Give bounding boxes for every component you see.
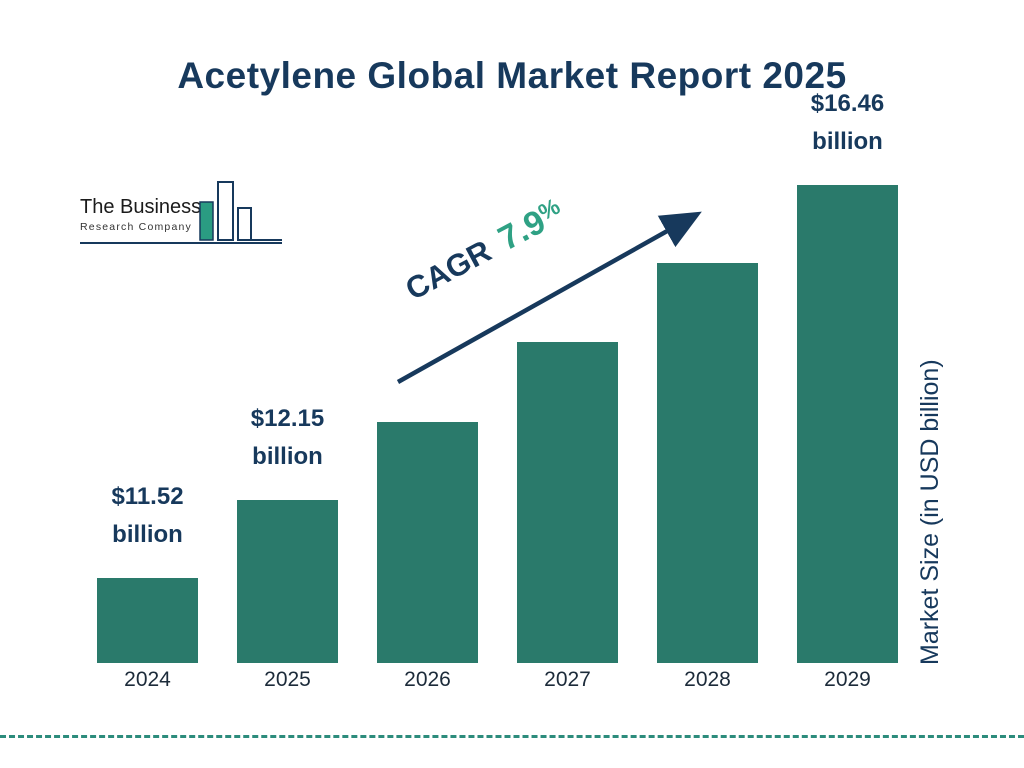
value-label-2025: $12.15 billion — [250, 405, 325, 470]
company-logo-text: The Business Research Company — [80, 196, 201, 233]
bar-2029 — [797, 185, 898, 663]
x-tick-2028: 2028 — [684, 668, 731, 691]
value-label-2029: $16.46 billion — [810, 90, 885, 155]
bar-2025 — [237, 500, 338, 663]
logo-bars-icon — [199, 181, 282, 241]
bottom-dashed-line — [0, 735, 1024, 738]
value-label-2024: $11.52 billion — [111, 483, 184, 548]
bar-2027 — [517, 342, 618, 663]
x-tick-2026: 2026 — [404, 668, 451, 691]
bar-2028 — [657, 263, 758, 663]
logo-subname: Research Company — [80, 221, 192, 233]
bar-2024 — [97, 578, 198, 663]
bar-2026 — [377, 422, 478, 663]
page-title: Acetylene Global Market Report 2025 — [177, 54, 847, 96]
x-tick-2029: 2029 — [824, 668, 871, 691]
x-tick-2025: 2025 — [264, 668, 311, 691]
logo-name: The Business — [80, 196, 202, 218]
company-logo: The Business Research Company — [80, 181, 282, 244]
x-tick-2027: 2027 — [544, 668, 591, 691]
y-axis-label: Market Size (in USD billion) — [916, 359, 944, 665]
x-tick-2024: 2024 — [124, 668, 171, 691]
